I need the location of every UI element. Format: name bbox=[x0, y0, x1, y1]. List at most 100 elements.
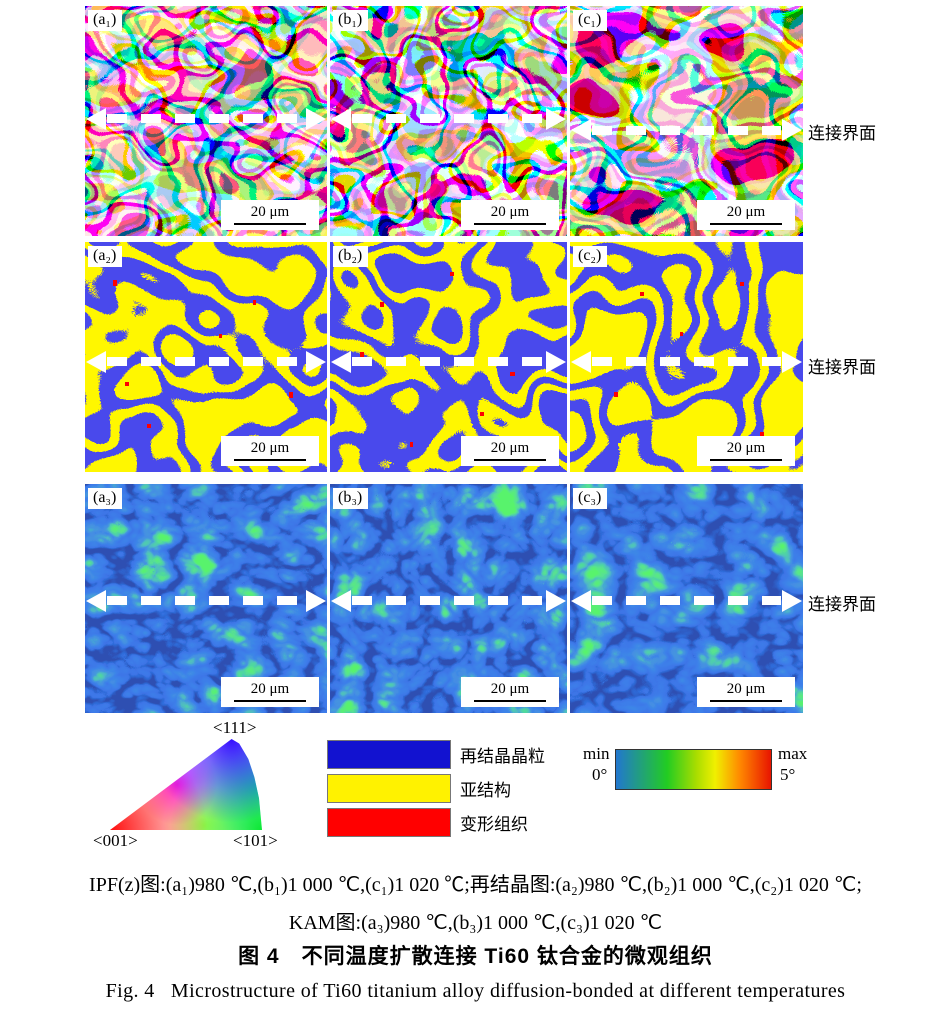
interface-label-row3: 连接界面 bbox=[808, 595, 876, 614]
scale-bar-text: 20 μm bbox=[490, 204, 530, 221]
legend-item-label: 亚结构 bbox=[460, 780, 511, 800]
panel-label: (c₃) bbox=[573, 488, 608, 509]
figure-title-en: Fig. 4 Microstructure of Ti60 titanium a… bbox=[105, 980, 846, 1002]
recrystallized-swatch bbox=[327, 739, 451, 769]
panel-b2-recrystallization: (b₂) 20 μm bbox=[330, 242, 567, 472]
panel-label: (a₁) bbox=[88, 10, 123, 31]
scale-bar-text: 20 μm bbox=[726, 204, 766, 221]
interface-arrow bbox=[331, 350, 566, 374]
interface-arrow bbox=[86, 107, 326, 131]
interface-arrow bbox=[571, 118, 802, 142]
arrow-dash-line bbox=[352, 357, 545, 367]
scale-bar: 20 μm bbox=[221, 200, 319, 230]
interface-arrow bbox=[86, 350, 326, 374]
scale-bar-line bbox=[234, 458, 306, 461]
scale-bar-text: 20 μm bbox=[250, 440, 290, 457]
arrow-head-right-icon bbox=[782, 350, 802, 373]
ipf-color-triangle bbox=[110, 739, 262, 830]
arrow-dash-line bbox=[592, 125, 781, 135]
ipf-triangle-label-101: <101> bbox=[233, 831, 278, 850]
arrow-head-right-icon bbox=[782, 119, 802, 142]
ipf-triangle-label-001: <001> bbox=[93, 831, 138, 850]
arrow-head-left-icon bbox=[86, 350, 106, 373]
scale-bar-text: 20 μm bbox=[250, 204, 290, 221]
legend-item-substructure: 亚结构 bbox=[327, 773, 545, 803]
panel-label: (c₁) bbox=[573, 10, 608, 31]
scale-bar-line bbox=[234, 222, 306, 225]
deformed-flecks bbox=[360, 272, 515, 447]
scale-bar-text: 20 μm bbox=[250, 681, 290, 698]
panel-label: (b₂) bbox=[333, 246, 369, 267]
arrow-head-left-icon bbox=[331, 107, 351, 130]
scale-bar-line bbox=[710, 699, 782, 702]
interface-label-row2: 连接界面 bbox=[808, 358, 876, 377]
arrow-dash-line bbox=[107, 114, 305, 124]
kam-min-value: 0° bbox=[592, 765, 608, 784]
arrow-head-right-icon bbox=[306, 107, 326, 130]
legend-item-label: 变形组织 bbox=[460, 814, 528, 834]
ipf-triangle-label-111: <111> bbox=[213, 718, 257, 737]
caption-conditions-line2: KAM图:(a₃)980 ℃,(b₃)1 000 ℃,(c₃)1 020 ℃ bbox=[288, 912, 663, 934]
panel-c1-ipf: (c₁) 20 μm bbox=[570, 6, 803, 236]
panel-c3-kam: (c₃) 20 μm bbox=[570, 484, 803, 713]
interface-arrow bbox=[331, 589, 566, 613]
arrow-head-right-icon bbox=[306, 589, 326, 612]
arrow-head-left-icon bbox=[571, 589, 591, 612]
panel-b1-ipf: (b₁) 20 μm bbox=[330, 6, 567, 236]
phase-legend: 再结晶晶粒 亚结构 变形组织 bbox=[327, 739, 545, 841]
arrow-head-right-icon bbox=[306, 350, 326, 373]
scale-bar-line bbox=[474, 699, 546, 702]
interface-arrow bbox=[571, 589, 802, 613]
panel-label: (b₃) bbox=[333, 488, 369, 509]
legend-item-recrystallized: 再结晶晶粒 bbox=[327, 739, 545, 769]
panel-c2-recrystallization: (c₂) 20 μm bbox=[570, 242, 803, 472]
panel-a1-ipf: (a₁) 20 μm bbox=[85, 6, 327, 236]
scale-bar-line bbox=[710, 458, 782, 461]
panel-label: (a₂) bbox=[88, 246, 123, 267]
panel-a3-kam: (a₃) 20 μm bbox=[85, 484, 327, 713]
scale-bar: 20 μm bbox=[697, 677, 795, 707]
scale-bar-line bbox=[474, 222, 546, 225]
scale-bar: 20 μm bbox=[697, 200, 795, 230]
scale-bar-line bbox=[710, 222, 782, 225]
scale-bar-line bbox=[474, 458, 546, 461]
arrow-dash-line bbox=[352, 114, 545, 124]
scale-bar-text: 20 μm bbox=[726, 681, 766, 698]
arrow-head-left-icon bbox=[571, 350, 591, 373]
panel-label: (b₁) bbox=[333, 10, 369, 31]
kam-colorbar bbox=[615, 749, 772, 790]
ipf-map-image bbox=[570, 6, 803, 236]
scale-bar: 20 μm bbox=[461, 436, 559, 466]
panel-a2-recrystallization: (a₂) 20 μm bbox=[85, 242, 327, 472]
kam-min-label: min bbox=[583, 744, 610, 763]
arrow-dash-line bbox=[592, 357, 781, 367]
scale-bar-text: 20 μm bbox=[490, 681, 530, 698]
recrystallization-map-image bbox=[330, 242, 567, 472]
deformed-swatch bbox=[327, 807, 451, 837]
scale-bar-text: 20 μm bbox=[490, 440, 530, 457]
arrow-head-left-icon bbox=[86, 589, 106, 612]
panel-label: (c₂) bbox=[573, 246, 608, 267]
arrow-head-left-icon bbox=[331, 589, 351, 612]
panel-label: (a₃) bbox=[88, 488, 123, 509]
kam-max-label: max bbox=[778, 744, 808, 763]
scale-bar: 20 μm bbox=[461, 200, 559, 230]
scale-bar: 20 μm bbox=[221, 677, 319, 707]
caption-conditions-line1: IPF(z)图:(a₁)980 ℃,(b₁)1 000 ℃,(c₁)1 020 … bbox=[89, 874, 862, 896]
arrow-dash-line bbox=[107, 357, 305, 367]
recrystallization-map-image bbox=[570, 242, 803, 472]
panel-b3-kam: (b₃) 20 μm bbox=[330, 484, 567, 713]
interface-arrow bbox=[331, 107, 566, 131]
arrow-head-right-icon bbox=[546, 589, 566, 612]
arrow-head-right-icon bbox=[546, 350, 566, 373]
arrow-head-right-icon bbox=[546, 107, 566, 130]
interface-label-row1: 连接界面 bbox=[808, 124, 876, 143]
interface-arrow bbox=[571, 350, 802, 374]
substructure-swatch bbox=[327, 773, 451, 803]
arrow-head-left-icon bbox=[571, 119, 591, 142]
legend-item-label: 再结晶晶粒 bbox=[460, 746, 545, 766]
arrow-head-left-icon bbox=[86, 107, 106, 130]
recrystallization-map-image bbox=[85, 242, 327, 472]
figure-title-zh: 图 4 不同温度扩散连接 Ti60 钛合金的微观组织 bbox=[238, 945, 713, 968]
arrow-dash-line bbox=[592, 596, 781, 606]
